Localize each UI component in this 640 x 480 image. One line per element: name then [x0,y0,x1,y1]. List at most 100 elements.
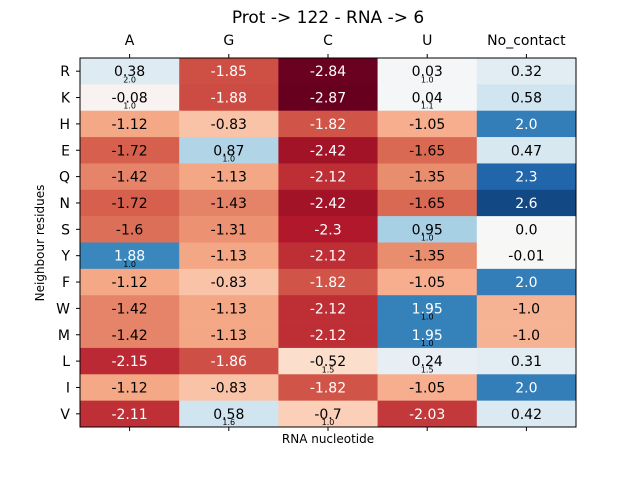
cell-value-label: -1.13 [211,170,247,186]
y-tick-label: Q [59,170,70,186]
heatmap-cell [179,321,279,349]
cell-value-label: 2.6 [515,196,537,212]
cell-value-label: -1.86 [211,354,247,370]
cell-value-label: 0.42 [511,407,542,423]
cell-value-label: 1.95 [412,328,443,344]
x-tick-label: G [223,33,234,49]
heatmap-cell [476,58,577,85]
cell-value-label: 0.31 [511,354,542,370]
heatmap-cell [377,58,478,85]
cell-value-label: -1.42 [111,328,147,344]
cell-value-label: 0.04 [412,91,443,107]
cell-value-label: -1.05 [409,117,445,133]
cell-value-label: -1.82 [310,117,346,133]
heatmap-cell [80,189,180,217]
cell-annotation-label: 1.0 [421,313,434,322]
cell-annotation-label: 1.0 [421,339,434,348]
heatmap-cell [179,347,279,375]
cell-annotation-label: 1.0 [123,260,136,269]
cell-annotation-label: 1.0 [421,75,434,84]
cell-value-label: -1.13 [211,301,247,317]
cell-value-label: -2.11 [111,407,147,423]
cell-value-label: -2.3 [314,222,341,238]
cell-value-label: -1.35 [409,170,445,186]
cell-annotation-label: 1.0 [421,234,434,243]
heatmap-cell [179,84,279,112]
cell-value-label: 0.32 [511,64,542,80]
heatmap-cell [476,242,577,270]
heatmap-cell [80,110,180,138]
cell-value-label: -1.05 [409,380,445,396]
heatmap-cell [278,84,378,112]
heatmap-cell [377,84,478,112]
heatmap-cell [80,216,180,243]
cell-value-label: -2.42 [310,143,346,159]
cell-value-label: -1.6 [116,222,143,238]
heatmap-cell [278,268,378,296]
heatmap-sub-labels: 2.0 1.0 1.0 1.1 1.0 1.0 1.0 1.0 1.0 1.5 1.5 1.6 1.0 [123,75,433,427]
heatmap-cell [278,242,378,270]
cell-annotation-label: 1.0 [322,418,335,427]
cell-value-label: -1.85 [211,64,247,80]
cell-value-label: -1.65 [409,196,445,212]
heatmap-cell [377,216,478,243]
cell-value-label: -2.15 [111,354,147,370]
cell-value-label: -1.35 [409,249,445,265]
cell-value-label: -0.83 [211,275,247,291]
heatmap-cell [476,110,577,138]
cell-value-label: 0.58 [213,407,244,423]
x-tick-label: U [422,33,432,49]
heatmap-cell [377,137,478,164]
cell-value-label: -1.82 [310,275,346,291]
heatmap-cell [278,295,378,322]
cell-value-label: -1.12 [111,380,147,396]
heatmap-cell [377,295,478,322]
heatmap-cell [278,189,378,217]
heatmap-cell [179,110,279,138]
cell-annotation-label: 1.6 [222,418,235,427]
cell-value-label: -2.12 [310,301,346,317]
heatmap-cell [377,374,478,401]
cell-value-label: -0.7 [314,407,341,423]
cell-value-label: 0.95 [412,222,443,238]
plot-frame [79,57,577,428]
y-tick-label: M [58,328,70,344]
y-tick-label: V [60,407,70,423]
heatmap-cell [80,84,180,112]
heatmap-cell [80,400,180,428]
cell-value-label: 0.47 [511,143,542,159]
heatmap-cell [278,374,378,401]
cell-value-label: 2.0 [515,275,537,291]
heatmap-cell [80,295,180,322]
heatmap-cell [179,268,279,296]
cell-value-label: -1.31 [211,222,247,238]
heatmap-cell [179,242,279,270]
y-tick-label: E [61,143,70,159]
cell-value-label: -0.08 [111,91,147,107]
cell-value-label: -0.83 [211,117,247,133]
x-tick-label: A [125,33,135,49]
cell-value-label: 0.58 [511,91,542,107]
y-tick-label: I [66,380,70,396]
heatmap-cell [476,84,577,112]
cell-value-label: 0.38 [114,64,145,80]
cell-value-label: -0.01 [508,249,544,265]
cell-value-label: 2.0 [515,380,537,396]
cell-value-label: 2.3 [515,170,537,186]
cell-value-label: -2.12 [310,328,346,344]
heatmap-cell [476,347,577,375]
heatmap-cell [476,163,577,191]
heatmap-cell [377,400,478,428]
cell-value-label: -0.83 [211,380,247,396]
cell-value-label: -1.72 [111,143,147,159]
cell-value-label: -1.43 [211,196,247,212]
cell-value-label: 0.87 [213,143,244,159]
heatmap-cell [377,321,478,349]
heatmap-cell [377,242,478,270]
chart-title: Prot -> 122 - RNA -> 6 [232,8,424,28]
cell-value-label: -1.05 [409,275,445,291]
cell-annotation-label: 1.5 [421,365,434,374]
heatmap-cell [278,163,378,191]
x-tick-label: No_contact [487,33,566,49]
heatmap-cell [278,216,378,243]
